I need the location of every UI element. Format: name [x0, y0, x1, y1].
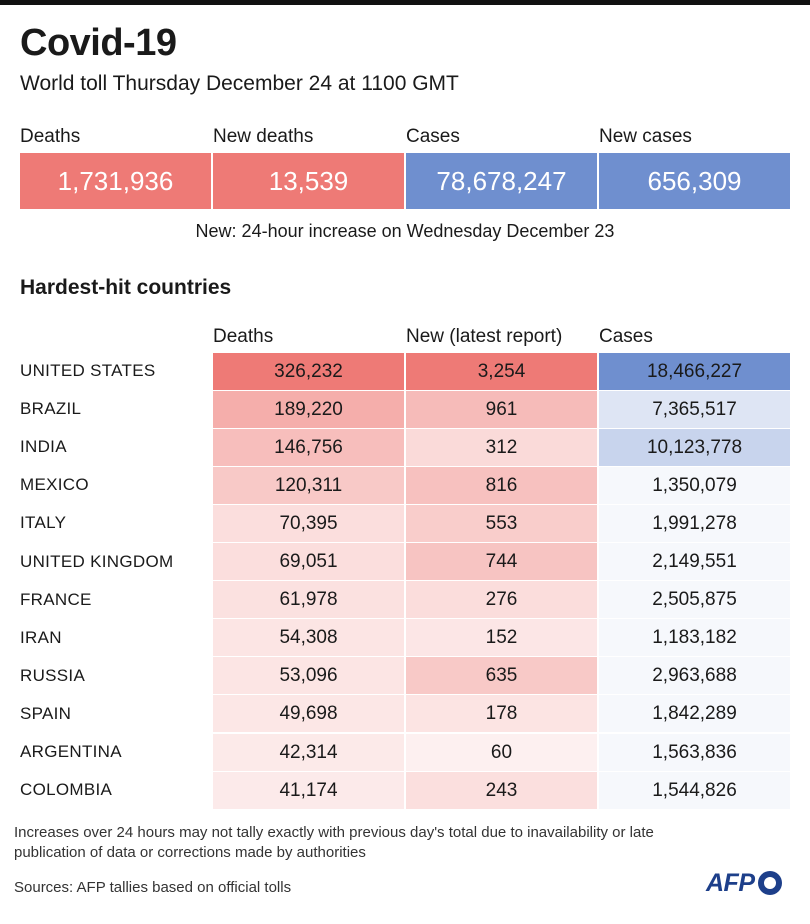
new-deaths-cell: 553	[406, 504, 597, 542]
cases-cell: 1,991,278	[599, 504, 790, 542]
cases-cell: 1,544,826	[599, 771, 790, 809]
cases-cell: 18,466,227	[599, 352, 790, 390]
new-deaths-cell: 60	[406, 733, 597, 771]
column-header-deaths: Deaths	[213, 326, 274, 347]
section-title: Hardest-hit countries	[20, 276, 232, 299]
cases-cell: 2,149,551	[599, 543, 790, 580]
country-name: UNITED STATES	[20, 361, 156, 380]
deaths-cell: 120,311	[213, 466, 404, 504]
deaths-cell: 146,756	[213, 428, 404, 466]
deaths-cell: 61,978	[213, 581, 404, 619]
new-deaths-cell: 635	[406, 657, 597, 695]
new-deaths-cell: 178	[406, 695, 597, 733]
summary-deaths-label: Deaths	[20, 126, 81, 147]
column-header-new: New (latest report)	[406, 326, 563, 347]
footnote: Increases over 24 hours may not tally ex…	[14, 824, 654, 861]
country-name: FRANCE	[20, 589, 92, 609]
country-name: ITALY	[20, 513, 67, 533]
cases-cell: 7,365,517	[599, 390, 790, 428]
summary-new-deaths-label: New deaths	[213, 126, 314, 147]
top-rule	[0, 0, 810, 5]
country-name: MEXICO	[20, 475, 89, 495]
cases-cell: 1,350,079	[599, 466, 790, 504]
column-header-cases: Cases	[599, 326, 653, 347]
page-subtitle: World toll Thursday December 24 at 1100 …	[20, 72, 459, 95]
country-name: RUSSIA	[20, 665, 86, 685]
cases-cell: 2,963,688	[599, 657, 790, 695]
deaths-cell: 42,314	[213, 733, 404, 771]
deaths-cell: 49,698	[213, 695, 404, 733]
new-deaths-cell: 276	[406, 581, 597, 619]
source-line: Sources: AFP tallies based on official t…	[14, 879, 292, 896]
summary-note: New: 24-hour increase on Wednesday Decem…	[195, 221, 615, 241]
afp-logo: AFP	[706, 868, 782, 898]
summary-deaths-value: 1,731,936	[20, 153, 211, 209]
country-name: SPAIN	[20, 703, 72, 723]
afp-logo-mark	[757, 871, 782, 895]
summary-new-deaths-value: 13,539	[213, 153, 404, 209]
summary-new-cases-label: New cases	[599, 126, 692, 147]
cases-cell: 1,563,836	[599, 733, 790, 771]
summary-new-cases-value: 656,309	[599, 153, 790, 209]
deaths-cell: 326,232	[213, 352, 404, 390]
deaths-cell: 54,308	[213, 619, 404, 657]
country-name: ARGENTINA	[20, 742, 122, 761]
country-name: INDIA	[20, 437, 67, 457]
new-deaths-cell: 816	[406, 466, 597, 504]
deaths-cell: 70,395	[213, 504, 404, 542]
country-name: COLOMBIA	[20, 780, 113, 800]
country-name: BRAZIL	[20, 399, 82, 419]
deaths-cell: 69,051	[213, 543, 404, 580]
cases-cell: 1,183,182	[599, 619, 790, 657]
new-deaths-cell: 3,254	[406, 352, 597, 390]
summary-cases-label: Cases	[406, 126, 460, 147]
deaths-cell: 189,220	[213, 390, 404, 428]
new-deaths-cell: 312	[406, 428, 597, 466]
new-deaths-cell: 961	[406, 390, 597, 428]
new-deaths-cell: 243	[406, 771, 597, 809]
cases-cell: 2,505,875	[599, 581, 790, 619]
cases-cell: 10,123,778	[599, 428, 790, 466]
deaths-cell: 41,174	[213, 771, 404, 809]
country-name: IRAN	[20, 627, 62, 647]
summary-cases-value: 78,678,247	[406, 153, 597, 209]
deaths-cell: 53,096	[213, 657, 404, 695]
new-deaths-cell: 744	[406, 543, 597, 580]
page-title: Covid-19	[20, 22, 177, 64]
afp-logo-text: AFP	[706, 868, 755, 897]
cases-cell: 1,842,289	[599, 695, 790, 733]
country-name: UNITED KINGDOM	[20, 551, 174, 571]
new-deaths-cell: 152	[406, 619, 597, 657]
